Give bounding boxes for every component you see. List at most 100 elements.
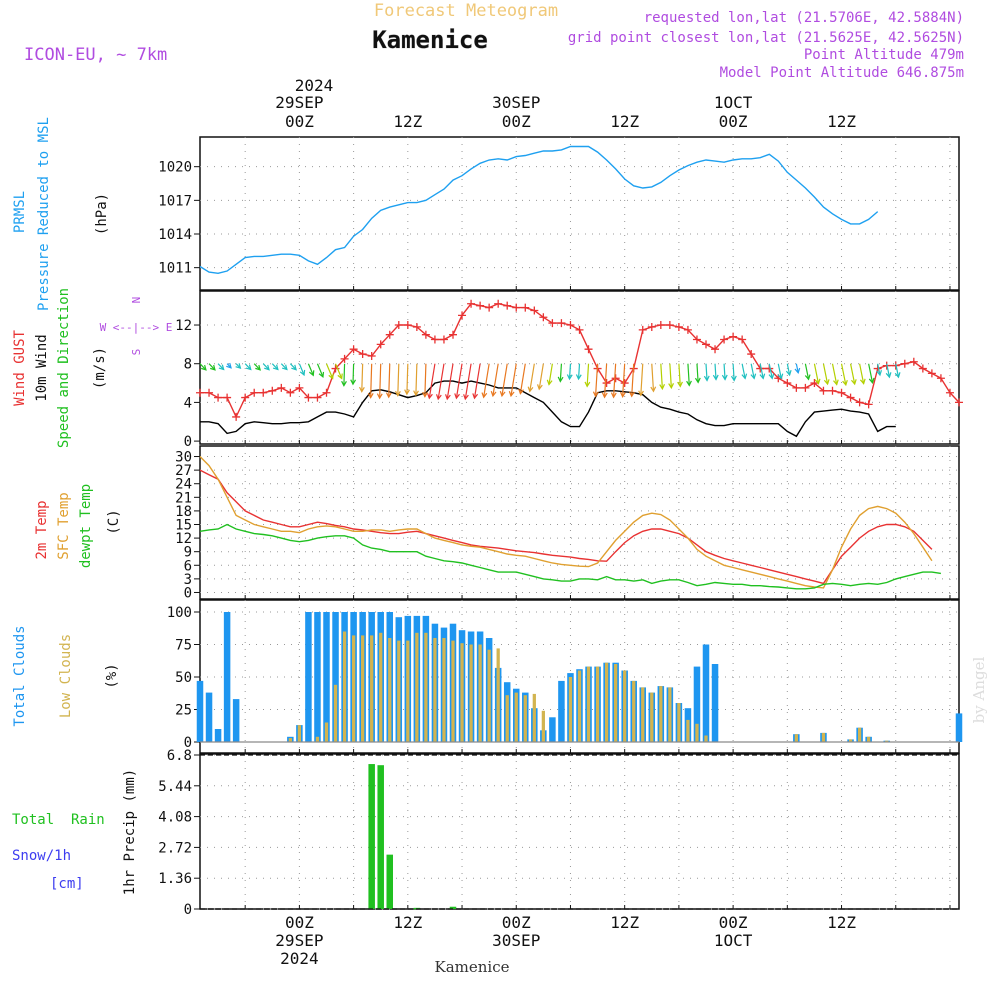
gust-marker (656, 321, 665, 330)
gust-marker (909, 357, 918, 366)
gust-marker (250, 388, 259, 397)
page-title: Kamenice (372, 26, 488, 54)
wind-arrow (687, 363, 690, 386)
wind-series-10m-wind (200, 380, 896, 438)
wind-arrow (750, 363, 755, 379)
top-day-label: 1OCT (714, 93, 753, 112)
wind-arrow-head (463, 394, 469, 401)
clouds-ytick-label: 0 (184, 735, 192, 751)
low-cloud-bar (848, 739, 853, 742)
wind-arrow-head (337, 373, 343, 380)
precipitation-ytick-label: 4.08 (158, 810, 192, 826)
wind-arrow-head (445, 394, 451, 401)
low-cloud-bar (595, 666, 600, 742)
gust-marker (196, 388, 204, 397)
low-cloud-bar (885, 740, 889, 742)
wind-arrow (868, 363, 874, 383)
gust-marker (801, 383, 810, 392)
wind-arrow (428, 363, 436, 399)
cloud-unit: (%) (104, 663, 120, 688)
gust-marker (620, 379, 629, 388)
low-cloud-bar (370, 635, 374, 742)
gust-marker (223, 393, 232, 402)
total-cloud-bar (314, 612, 321, 742)
wind-arrow (289, 363, 297, 371)
precipitation-ytick-label: 6.8 (167, 748, 192, 764)
wind-arrow (696, 363, 699, 383)
low-cloud-bar (469, 644, 473, 742)
gust-marker (747, 350, 756, 359)
wind-arrow-head (659, 384, 666, 391)
gust-marker (367, 351, 376, 360)
precipitation-ytick-label: 5.44 (158, 779, 192, 795)
clouds-ytick-label: 25 (175, 703, 192, 719)
wind-arrow (437, 363, 445, 400)
wind-arrow-head (768, 373, 775, 380)
wind-arrow-head (210, 364, 216, 371)
low-cloud-bar (315, 736, 320, 742)
wind-ytick-label: 8 (184, 357, 192, 373)
gust-marker (783, 379, 792, 388)
gust-marker (900, 359, 909, 368)
wind-arrow (723, 363, 726, 380)
gust-marker (638, 325, 647, 334)
wind-arrow-head (481, 392, 488, 399)
wind-arrow-head (694, 377, 701, 384)
wind-arrow (538, 363, 544, 390)
wind-arrow-head (358, 386, 365, 393)
top-tick-label: 00Z (719, 112, 748, 131)
wind-frame (199, 290, 960, 445)
wind-arrow-head (833, 379, 839, 386)
grid-point-coords: grid point closest lon,lat (21.5625E, 42… (568, 30, 964, 46)
wind-arrow-head (566, 374, 573, 381)
pressure-frame (199, 136, 960, 291)
wind-arrow (529, 363, 535, 392)
wind-arrow-head (703, 375, 710, 382)
wind-arrow (603, 363, 608, 398)
total-cloud-bar (558, 680, 565, 742)
gust-marker (304, 393, 313, 402)
pressure-series-prmsl (199, 145, 879, 275)
gust-marker (810, 379, 819, 388)
bottom-tick-label: 12Z (393, 913, 422, 932)
gust-marker (837, 388, 846, 397)
wind-arrow (622, 363, 626, 397)
gust-marker (385, 330, 394, 339)
gust-marker (259, 388, 268, 397)
wind-arrow (415, 363, 418, 396)
total-cloud-bar (305, 612, 312, 742)
gust-marker (449, 330, 457, 339)
gust-marker (918, 364, 927, 373)
low-cloud-bar (351, 635, 356, 742)
wind-arrow (568, 363, 572, 380)
wind-arrow-head (527, 386, 534, 393)
low-cloud-bar (342, 631, 347, 742)
wind-arrow-head (619, 391, 626, 398)
low-cloud-bar (424, 632, 428, 742)
wind-arrow (714, 363, 717, 380)
low-cloud-bar (632, 680, 636, 742)
total-cloud-bar (214, 729, 222, 742)
bottom-day-label: 30SEP (492, 931, 540, 950)
wind-arrow-head (814, 378, 821, 385)
wind-arrow-head (592, 391, 599, 398)
precip-label-snow: Snow/1h (12, 848, 71, 864)
gust-marker (927, 369, 936, 378)
gust-marker (584, 345, 593, 354)
precipitation-ytick-label: 1.36 (158, 871, 192, 887)
gust-marker (855, 398, 864, 407)
wind-arrow (594, 363, 599, 397)
low-cloud-bar (324, 722, 329, 742)
gust-marker (412, 322, 421, 331)
total-cloud-bar (711, 664, 719, 742)
wind-arrow-head (435, 394, 442, 401)
low-cloud-bar (288, 738, 292, 742)
low-cloud-bar (821, 732, 826, 742)
wind-arrow-head (255, 364, 262, 371)
total-cloud-bar (955, 713, 963, 742)
wind-arrow (379, 363, 382, 399)
low-cloud-bar (568, 677, 573, 742)
wind-arrow (464, 363, 472, 400)
total-cloud-bar (223, 612, 231, 742)
temperature-ytick-label: 21 (175, 490, 192, 506)
